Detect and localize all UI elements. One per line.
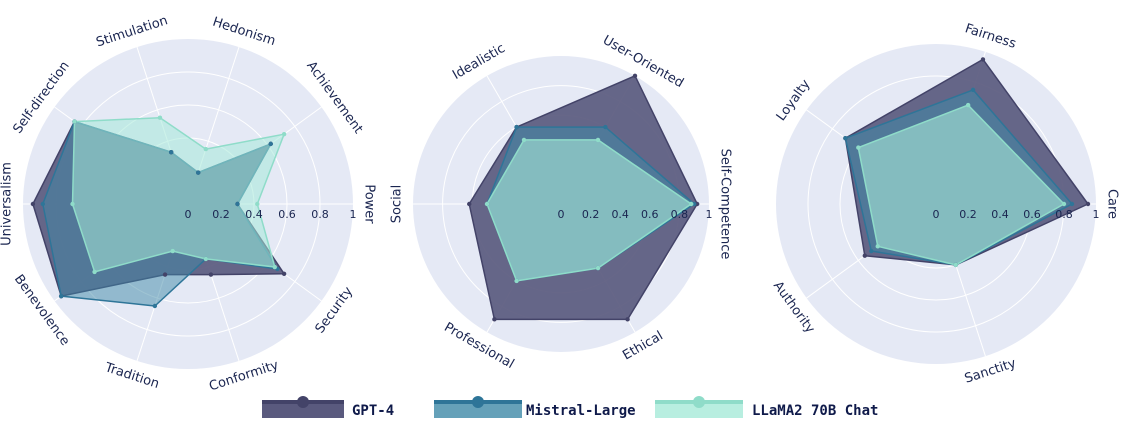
legend-entry-mistral-large: Mistral-Large	[434, 396, 636, 419]
radar-chart-1: 0 0.2 0.4 0.6 0.8 1 PowerAchievementHedonismSt…	[0, 13, 377, 394]
axis-label-care: Care	[1105, 189, 1120, 219]
tick-label: 0.8	[671, 208, 689, 221]
tick-label: 0.4	[611, 208, 629, 221]
data-point-llama2-70b-chat	[281, 131, 287, 137]
legend-swatch-gpt-4	[262, 400, 344, 418]
data-point-mistral-large	[1069, 201, 1075, 207]
data-point-mistral-large	[843, 135, 848, 141]
data-point-gpt-4	[632, 73, 638, 79]
legend-entry-llama2-70b-chat: LLaMA2 70B Chat	[655, 396, 878, 419]
axis-label-sanctity: Sanctity	[963, 356, 1018, 387]
data-point-gpt-4	[162, 272, 168, 277]
tick-label: 0.6	[641, 208, 659, 221]
axis-label-power: Power	[362, 184, 377, 224]
data-point-gpt-4	[980, 57, 986, 62]
data-point-llama2-70b-chat	[203, 146, 209, 152]
tick-label: 0.6	[1023, 208, 1041, 221]
data-point-gpt-4	[1085, 201, 1091, 207]
data-point-gpt-4	[625, 317, 630, 322]
data-point-mistral-large	[268, 141, 273, 147]
data-point-mistral-large	[235, 201, 240, 207]
data-point-llama2-70b-chat	[92, 269, 97, 275]
data-point-llama2-70b-chat	[1061, 201, 1067, 207]
radar-chart-3: 0 0.2 0.4 0.6 0.8 1 CareFairnessLoyaltyAuthori…	[770, 21, 1120, 386]
data-point-llama2-70b-chat	[70, 201, 75, 207]
data-point-llama2-70b-chat	[595, 265, 601, 271]
data-point-llama2-70b-chat	[521, 137, 527, 143]
series-area-llama2-70b-chat	[857, 104, 1065, 266]
tick-label: 0.8	[311, 208, 329, 221]
data-point-mistral-large	[58, 293, 64, 299]
axis-label-social: Social	[390, 185, 405, 224]
data-point-mistral-large	[152, 303, 158, 309]
tick-label: 0.8	[1055, 208, 1073, 221]
data-point-gpt-4	[862, 253, 868, 258]
tick-label: 0	[185, 208, 192, 221]
data-point-mistral-large	[40, 201, 45, 207]
legend-label-mistral-large: Mistral-Large	[526, 403, 636, 419]
tick-label: 0.2	[959, 208, 977, 221]
data-point-llama2-70b-chat	[595, 137, 601, 143]
data-point-llama2-70b-chat	[875, 244, 880, 249]
legend-entry-gpt-4: GPT-4	[262, 396, 394, 419]
data-point-llama2-70b-chat	[157, 115, 163, 120]
data-point-llama2-70b-chat	[856, 145, 861, 150]
data-point-llama2-70b-chat	[170, 248, 175, 254]
tick-label: 1	[706, 208, 713, 221]
series-area-llama2-70b-chat	[71, 116, 285, 273]
data-point-llama2-70b-chat	[514, 278, 519, 284]
data-point-llama2-70b-chat	[484, 201, 490, 207]
legend-marker-llama2-70b-chat	[693, 396, 705, 408]
data-point-gpt-4	[492, 317, 497, 322]
legend-swatch-mistral-large	[434, 400, 522, 418]
data-point-gpt-4	[281, 271, 287, 277]
data-point-mistral-large	[195, 170, 201, 175]
tick-label: 0.6	[278, 208, 296, 221]
data-point-llama2-70b-chat	[272, 264, 277, 270]
data-point-llama2-70b-chat	[953, 262, 958, 268]
radar-charts: 0 0.2 0.4 0.6 0.8 1 PowerAchievementHedonismSt…	[0, 13, 1120, 394]
data-point-mistral-large	[603, 124, 608, 130]
data-point-mistral-large	[970, 87, 976, 93]
tick-label: 0.2	[582, 208, 600, 221]
data-point-llama2-70b-chat	[689, 201, 694, 207]
data-point-gpt-4	[467, 201, 472, 207]
legend-label-llama2-70b-chat: LLaMA2 70B Chat	[752, 403, 878, 419]
tick-label: 0	[933, 208, 940, 221]
legend: GPT-4 Mistral-Large LLaMA2 70B Chat	[262, 396, 878, 419]
data-point-gpt-4	[208, 272, 214, 277]
legend-label-gpt-4: GPT-4	[352, 403, 394, 419]
legend-marker-mistral-large	[472, 396, 484, 408]
axis-label-fairness: Fairness	[963, 21, 1018, 52]
radar-chart-2: 0 0.2 0.4 0.6 0.8 1 Self-CompetenceUser-Orient…	[390, 33, 733, 372]
tick-label: 0	[558, 208, 565, 221]
legend-swatch-llama2-70b-chat	[655, 400, 743, 418]
axis-label-universalism: Universalism	[0, 162, 15, 246]
data-point-llama2-70b-chat	[72, 119, 77, 124]
tick-label: 0.4	[991, 208, 1009, 221]
tick-label: 0.4	[245, 208, 263, 221]
data-point-llama2-70b-chat	[203, 256, 209, 262]
data-point-gpt-4	[30, 201, 36, 207]
tick-label: 1	[1093, 208, 1100, 221]
data-point-mistral-large	[168, 150, 174, 155]
data-point-llama2-70b-chat	[965, 102, 971, 108]
legend-marker-gpt-4	[297, 396, 309, 408]
tick-label: 1	[350, 208, 357, 221]
data-point-mistral-large	[869, 248, 874, 254]
data-point-llama2-70b-chat	[255, 201, 260, 207]
tick-label: 0.2	[212, 208, 230, 221]
axis-label-self-competence: Self-Competence	[718, 149, 733, 260]
data-point-mistral-large	[514, 124, 519, 130]
